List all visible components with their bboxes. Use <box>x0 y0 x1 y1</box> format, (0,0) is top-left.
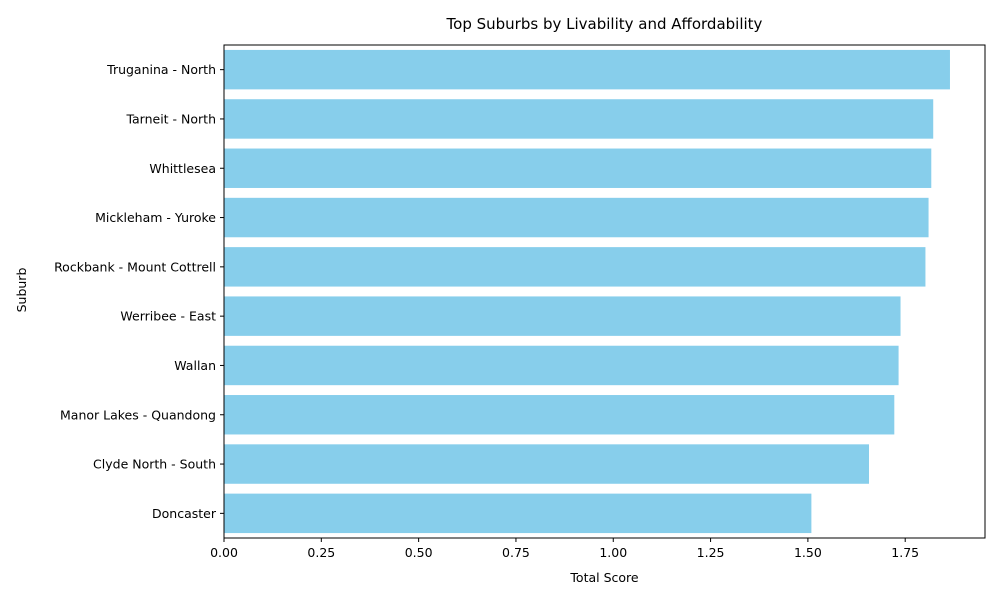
bars-group <box>224 49 950 534</box>
x-tick-label: 0.50 <box>405 545 433 560</box>
bar <box>224 296 901 336</box>
bar <box>224 99 934 139</box>
y-axis-ticks: Truganina - North Tarneit - North Whittles… <box>54 62 224 521</box>
chart-title: Top Suburbs by Livability and Affordabil… <box>446 15 763 33</box>
y-tick-label: Manor Lakes - Quandong <box>60 407 216 422</box>
y-tick-label: Whittlesea <box>149 161 216 176</box>
y-tick-label: Wallan <box>174 358 216 373</box>
bar <box>224 247 926 287</box>
x-tick-label: 0.00 <box>210 545 238 560</box>
y-tick-label: Clyde North - South <box>93 457 216 472</box>
y-axis-title: Suburb <box>14 268 29 313</box>
x-tick-label: 1.25 <box>697 545 725 560</box>
bar <box>224 493 812 534</box>
bar <box>224 148 932 188</box>
y-tick-label: Werribee - East <box>120 309 216 324</box>
bar <box>224 345 899 386</box>
x-tick-label: 1.00 <box>599 545 627 560</box>
y-tick-label: Doncaster <box>152 506 217 521</box>
x-tick-label: 0.75 <box>502 545 530 560</box>
x-tick-label: 1.75 <box>891 545 919 560</box>
bar <box>224 197 929 238</box>
bar <box>224 49 950 90</box>
y-tick-label: Rockbank - Mount Cottrell <box>54 259 216 274</box>
y-tick-label: Truganina - North <box>106 62 216 77</box>
y-tick-label: Mickleham - Yuroke <box>95 210 216 225</box>
y-tick-label: Tarneit - North <box>125 111 216 126</box>
x-tick-label: 0.25 <box>307 545 335 560</box>
x-tick-label: 1.50 <box>794 545 822 560</box>
bar <box>224 395 895 435</box>
x-axis-title: Total Score <box>569 570 638 585</box>
plot-frame <box>223 44 986 539</box>
bar <box>224 444 870 484</box>
x-axis-ticks: 0.00 0.25 0.50 0.75 1.00 1.25 1.50 1.75 <box>210 538 919 560</box>
